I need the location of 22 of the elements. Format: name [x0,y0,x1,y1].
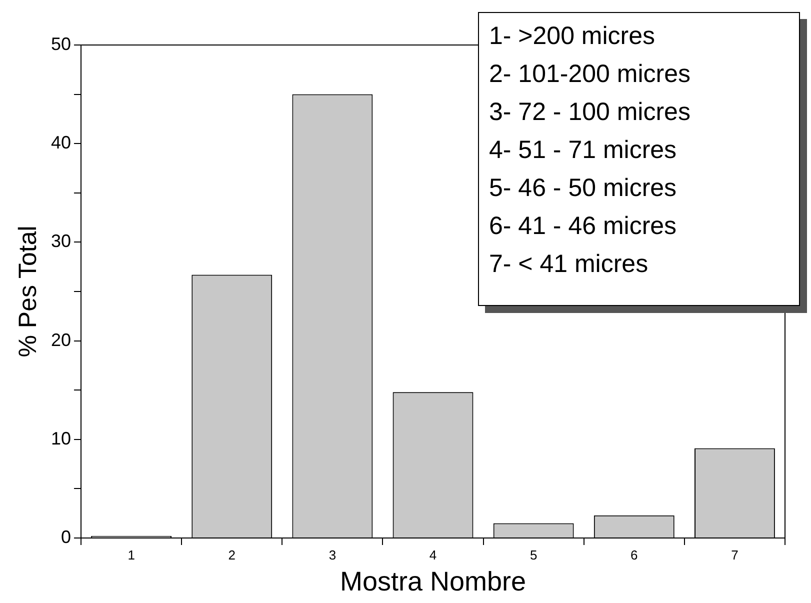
y-tick-label: 20 [50,330,72,350]
x-tick-label: 4 [429,547,437,562]
y-tick-label: 50 [50,34,72,54]
x-tick-label: 1 [128,547,135,562]
annotation: 2- 101-200 micres [489,59,692,90]
y-tick-label: 30 [50,231,72,252]
x-tick-label: 5 [530,547,538,562]
annotation: 6- 41 - 46 micres [489,211,678,242]
x-tick-label: 3 [328,547,336,562]
x-axis-title: Mostra Nombre [340,566,526,596]
y-tick-label: 0 [61,526,72,547]
x-tick-label: 7 [731,547,738,562]
y-tick-label: 40 [50,132,72,153]
annotation: 4- 51 - 71 micres [489,135,678,166]
x-tick-label: 6 [630,547,638,562]
annotation: 7- < 41 micres [489,249,650,280]
annotation: 5- 46 - 50 micres [489,173,678,204]
y-tick-label: 10 [50,428,72,448]
x-tick-label: 2 [228,547,236,562]
annotation: 1- >200 micres [489,21,656,52]
y-axis-title: % Pes Total [14,226,42,358]
annotation: 3- 72 - 100 micres [489,97,692,128]
